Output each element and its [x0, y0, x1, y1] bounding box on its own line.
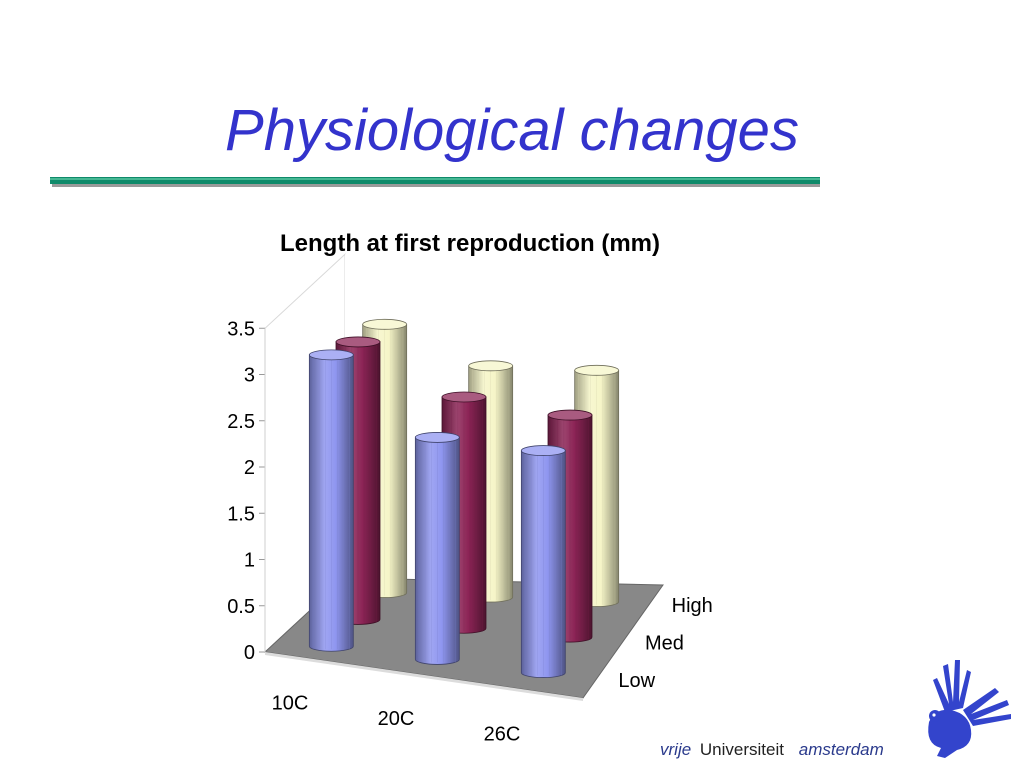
- slide-title: Physiological changes: [225, 98, 799, 163]
- series-label-high: High: [672, 595, 713, 617]
- footer-vrije: vrije: [660, 740, 692, 759]
- x-category-label: 20C: [378, 708, 415, 730]
- y-tick-label: 1: [244, 550, 255, 572]
- university-footer: vrije Universiteit amsterdam: [660, 740, 884, 760]
- cylinder-cap: [441, 391, 487, 403]
- y-tick-label: 2.5: [227, 411, 255, 433]
- footer-amsterdam: amsterdam: [798, 740, 884, 759]
- cylinder-cap: [468, 360, 514, 372]
- cylinder-cap: [308, 349, 354, 361]
- bar-low-10c: [308, 349, 354, 652]
- y-tick-label: 3.5: [227, 318, 255, 340]
- cylinder-cap: [520, 445, 566, 456]
- series-label-low: Low: [618, 670, 655, 692]
- cylinder-cap: [574, 364, 620, 376]
- y-tick-label: 0.5: [227, 596, 255, 618]
- y-tick-label: 2: [244, 457, 255, 479]
- chart-title: Length at first reproduction (mm): [280, 230, 660, 257]
- y-tick-label: 3: [244, 365, 255, 387]
- series-label-med: Med: [645, 633, 684, 655]
- x-category-label: 10C: [272, 693, 309, 715]
- cylinder-cap: [362, 318, 408, 330]
- y-tick-label: 0: [244, 642, 255, 664]
- floor-edge: [265, 652, 583, 701]
- griffin-logo-icon: [928, 660, 1011, 758]
- title-underline: [50, 177, 820, 187]
- cylinder-cap: [414, 432, 460, 443]
- footer-universiteit: Universiteit: [699, 740, 784, 759]
- cylinder-cap: [335, 336, 381, 348]
- x-category-label: 26C: [484, 723, 521, 745]
- bar-low-26c: [520, 445, 566, 678]
- cylinder-cap: [547, 409, 593, 421]
- bar-low-20c: [414, 432, 460, 665]
- y-tick-label: 1.5: [227, 503, 255, 525]
